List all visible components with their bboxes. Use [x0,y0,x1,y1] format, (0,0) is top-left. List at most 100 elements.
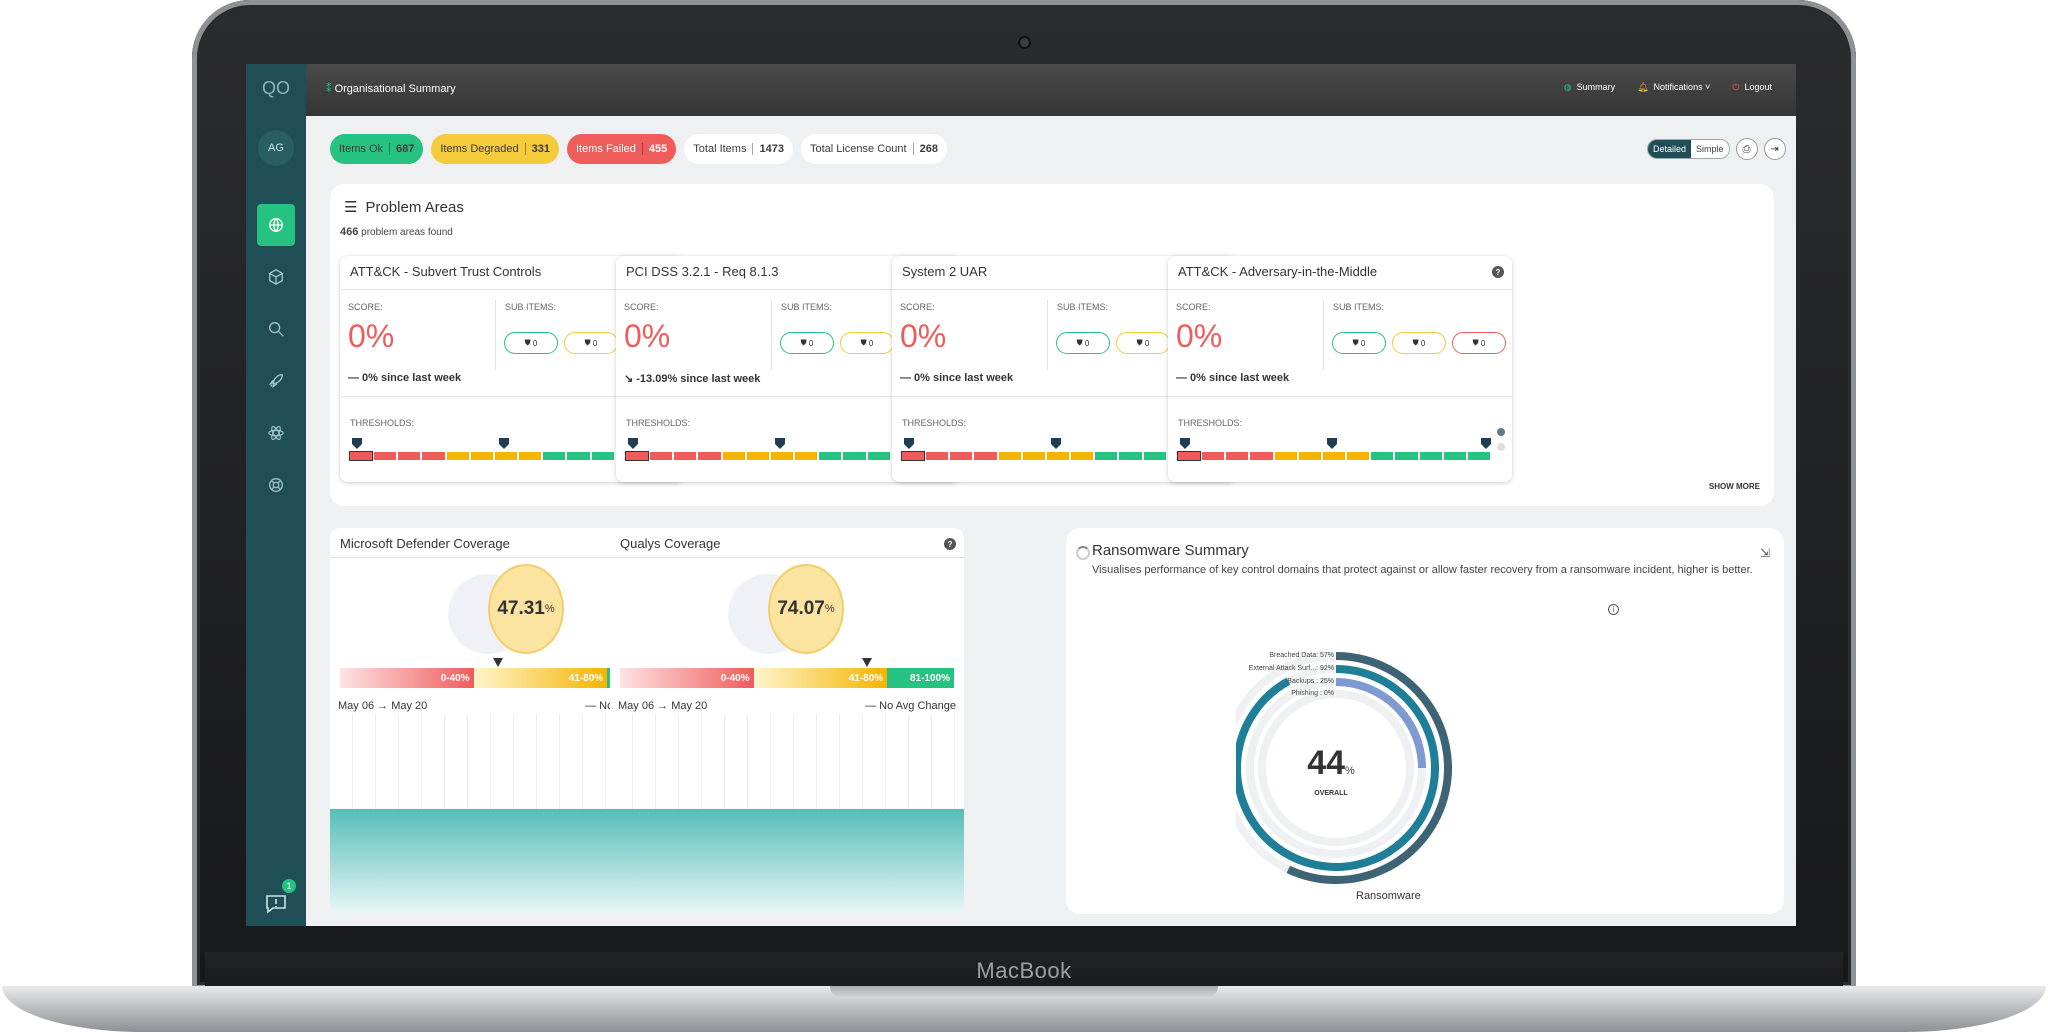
threshold-segment [1202,452,1225,460]
nav-atom[interactable] [257,412,295,454]
sub-items-degraded-badge[interactable]: ⛊ 0 [1392,332,1446,354]
items-degraded-pill[interactable]: Items Degraded 331 [431,134,559,164]
band-high: 81-100% [887,668,954,688]
nav-cube[interactable] [257,256,295,298]
threshold-segment [1250,452,1273,460]
threshold-segment [843,452,866,460]
items-failed-pill[interactable]: Items Failed 455 [567,134,677,164]
threshold-marker-icon [1051,438,1061,449]
range-start: May 06 [338,700,375,712]
atom-icon [268,426,284,440]
threshold-segment [1371,452,1394,460]
export-icon[interactable]: ⇲ [1759,546,1770,560]
items-degraded-value: 331 [524,143,550,155]
threshold-segment [519,452,542,460]
feedback-icon[interactable] [264,892,288,916]
threshold-segment [591,452,614,460]
user-avatar[interactable]: AG [258,130,294,166]
ring-arc[interactable] [1236,665,1439,871]
divider [771,300,772,370]
sub-items-ok-count: 0 [532,338,538,348]
threshold-segment [1395,452,1418,460]
threshold-marker-icon [904,438,914,449]
sub-items-ok-badge[interactable]: ⛊ 0 [1056,332,1110,354]
shield-icon: ⛊ [800,338,809,347]
score-label: SCORE: [348,302,383,312]
threshold-marker-icon [628,438,638,449]
threshold-segment [1322,452,1346,460]
threshold-marker-icon [499,438,509,449]
show-more-button[interactable]: SHOW MORE [1708,482,1760,491]
detailed-option[interactable]: Detailed [1648,140,1692,158]
threshold-toggle-dots[interactable] [1497,428,1505,458]
sub-items-degraded-badge[interactable]: ⛊ 0 [564,332,618,354]
items-failed-label: Items Failed [576,143,636,155]
ring-track [1258,690,1414,846]
items-ok-value: 687 [389,143,414,155]
sub-items-degraded-count: 0 [868,338,874,348]
help-icon[interactable]: ? [1492,266,1504,278]
card-title: System 2 UAR [902,264,988,279]
print-button[interactable]: ⎙ [1735,138,1758,160]
threshold-segment [698,452,721,460]
date-range: May 06 → May 20 [338,700,427,712]
nav-search[interactable] [257,308,295,350]
laptop-notch [830,986,1218,998]
divider [1168,396,1512,397]
nav-globe[interactable] [257,204,295,246]
search-icon [269,322,284,337]
license-count-pill[interactable]: Total License Count 268 [800,134,947,164]
summary-link[interactable]: ◍ Summary [1564,82,1615,93]
threshold-segment [1274,452,1297,460]
export-button[interactable]: ⇥ [1763,138,1786,160]
shield-icon: ⛊ [1136,338,1145,347]
divider [892,396,1236,397]
threshold-segment [1443,452,1466,460]
globe-icon [269,218,283,232]
threshold-bar [1176,451,1491,461]
range-start: May 06 [618,700,655,712]
top-bar: ⁑ Organisational Summary ◍ Summary 🔔︎ Noti… [306,64,1796,116]
notifications-menu[interactable]: 🔔︎ Notifications ˅ [1637,82,1710,93]
view-mode-toggle[interactable]: Detailed Simple [1647,139,1730,159]
stat-pills: Items Ok 687 Items Degraded 331 Items Fail… [330,134,947,164]
ring-arc[interactable] [1335,678,1426,769]
threshold-segment [950,452,973,460]
view-controls: Detailed Simple ⎙ ⇥ [1647,138,1786,160]
items-ok-pill[interactable]: Items Ok 687 [330,134,424,164]
ring-label: External Attack Surf...: 92% [1248,665,1334,672]
sub-items-degraded-badge[interactable]: ⛊ 0 [840,332,894,354]
shield-icon: ⛊ [1412,338,1421,347]
ransomware-summary-panel: Ransomware Summary Visualises performanc… [1066,528,1784,914]
feedback-badge: 1 [282,879,296,893]
ransomware-chart-name: Ransomware [1356,890,1421,902]
simple-option[interactable]: Simple [1691,140,1729,158]
threshold-segment [1226,452,1249,460]
app-logo[interactable]: QO [261,78,290,98]
sub-items-ok-badge[interactable]: ⛊ 0 [780,332,834,354]
problem-area-card[interactable]: ATT&CK - Adversary-in-the-Middle? SCORE:… [1168,256,1512,482]
chevron-down-icon: ˅ [1702,82,1711,92]
sub-items-degraded-count: 0 [1420,338,1426,348]
threshold-segment [446,452,469,460]
items-ok-label: Items Ok [339,143,384,155]
ring-arc[interactable] [1286,652,1452,884]
logout-link[interactable]: ⏻ Logout [1732,82,1772,93]
nav-lifebuoy[interactable] [257,464,295,506]
help-icon[interactable]: ? [944,538,956,550]
coverage-pointer-icon [862,658,873,667]
chart-area [610,809,964,914]
sub-items-ok-badge[interactable]: ⛊ 0 [1332,332,1386,354]
ransomware-description: Visualises performance of key control do… [1092,564,1753,576]
sub-items-ok-badge[interactable]: ⛊ 0 [504,332,558,354]
band-low: 0-40% [340,668,474,688]
info-icon[interactable]: i [1608,604,1619,615]
score-value: 0% [900,318,947,354]
problem-areas-title: Problem Areas [365,198,464,216]
sub-items-failed-badge[interactable]: ⛊ 0 [1452,332,1506,354]
nav-rocket[interactable] [257,360,295,402]
threshold-segment [1467,452,1491,460]
sub-items-degraded-badge[interactable]: ⛊ 0 [1116,332,1170,354]
total-items-pill[interactable]: Total Items 1473 [684,134,793,164]
change-since-last-week: — 0% since last week [348,372,462,384]
